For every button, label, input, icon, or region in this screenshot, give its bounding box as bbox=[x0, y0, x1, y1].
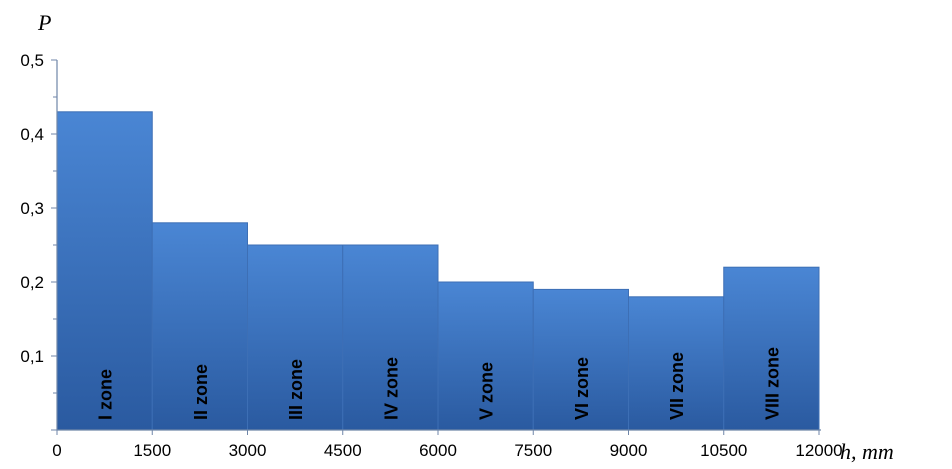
bar-label-2: II zone bbox=[191, 364, 211, 420]
y-tick-label: 0,1 bbox=[20, 347, 44, 366]
bar-label-7: VII zone bbox=[667, 352, 687, 420]
labels: I zone II zone III zone IV zone V zone VI zon… bbox=[96, 347, 783, 420]
x-axis-title: h, mm bbox=[840, 439, 894, 464]
y-tick-label: 0,3 bbox=[20, 199, 44, 218]
x-tick-label: 4500 bbox=[324, 441, 362, 460]
bar-1 bbox=[56, 111, 153, 431]
bar-2 bbox=[151, 222, 248, 431]
bars bbox=[56, 111, 820, 431]
bar-4 bbox=[342, 244, 439, 431]
bar-label-1: I zone bbox=[96, 369, 116, 420]
bar-5 bbox=[437, 281, 534, 431]
bar-label-5: V zone bbox=[477, 362, 497, 420]
x-tick-label: 10500 bbox=[700, 441, 747, 460]
y-tick-label: 0,2 bbox=[20, 273, 44, 292]
x-tick-label: 3000 bbox=[229, 441, 267, 460]
axes: 0,1 0,2 0,3 0,4 0,5 0 1500 3000 4500 6000 7500 9000… bbox=[20, 51, 842, 460]
x-tick-label: 6000 bbox=[419, 441, 457, 460]
bar-8 bbox=[723, 266, 820, 431]
bar-3 bbox=[247, 244, 344, 431]
bar-label-3: III zone bbox=[286, 359, 306, 420]
x-tick-label: 0 bbox=[52, 441, 61, 460]
bar-label-8: VIII zone bbox=[762, 347, 782, 420]
bar-6 bbox=[532, 288, 629, 431]
y-tick-label: 0,4 bbox=[20, 125, 44, 144]
x-tick-label: 12000 bbox=[795, 441, 842, 460]
x-tick-label: 7500 bbox=[514, 441, 552, 460]
x-tick-label: 9000 bbox=[610, 441, 648, 460]
bar-label-4: IV zone bbox=[381, 357, 401, 420]
y-axis-title: P bbox=[37, 10, 51, 35]
y-tick-label: 0,5 bbox=[20, 51, 44, 70]
x-tick-label: 1500 bbox=[133, 441, 171, 460]
bar-label-6: VI zone bbox=[572, 357, 592, 420]
